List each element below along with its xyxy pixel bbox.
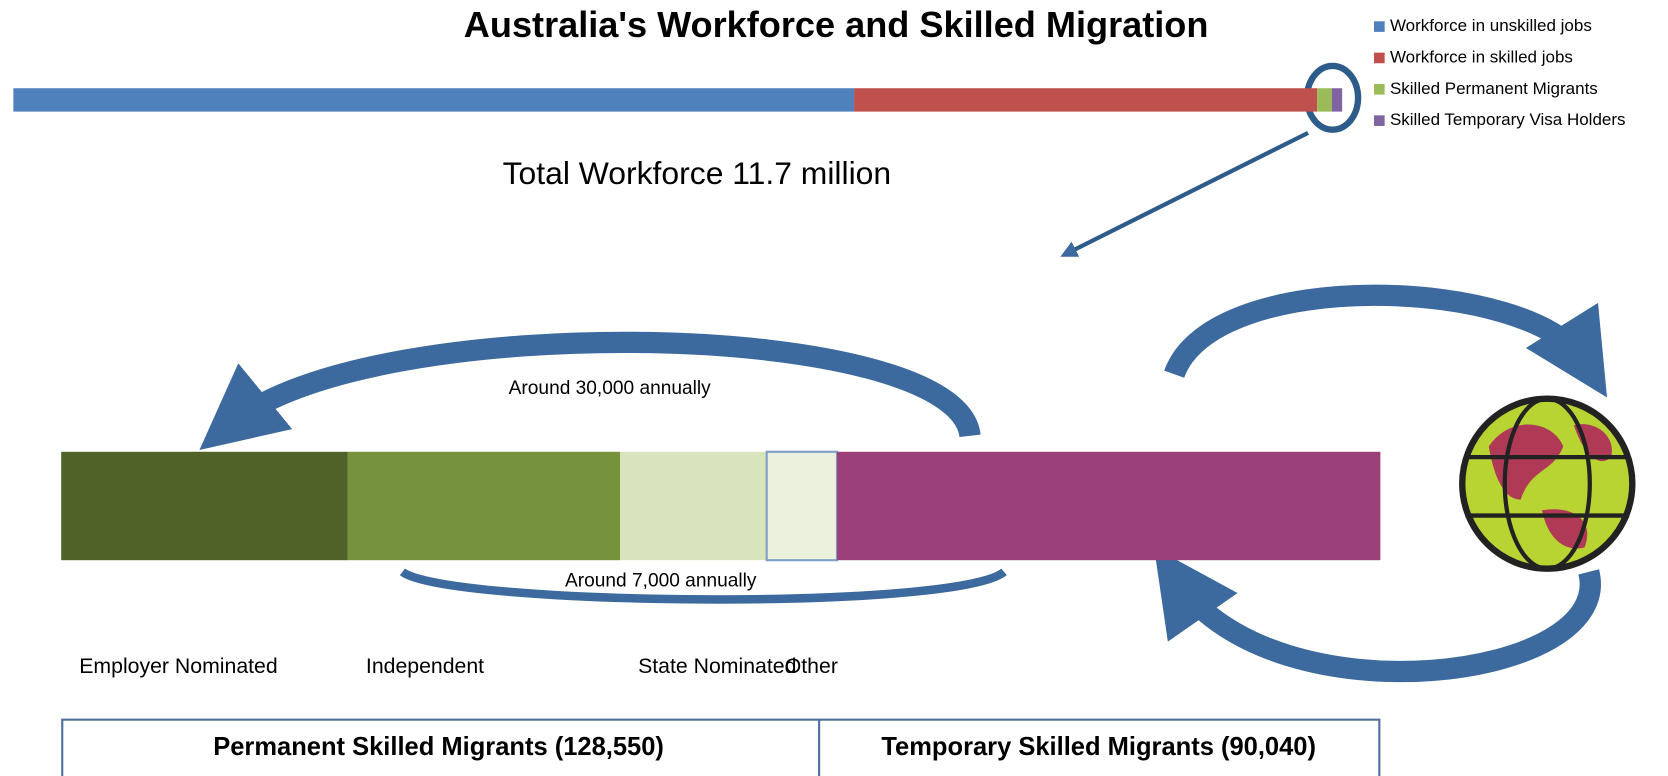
bar-segment bbox=[854, 88, 1317, 111]
pointer-arrow bbox=[1068, 133, 1308, 253]
group-label: Permanent Skilled Migrants (128,550) bbox=[213, 733, 664, 761]
chart-subtitle: Total Workforce 11.7 million bbox=[503, 155, 892, 191]
legend-label: Skilled Temporary Visa Holders bbox=[1390, 110, 1626, 129]
globe-icon bbox=[1462, 399, 1632, 569]
annotation: Around 30,000 annually bbox=[509, 378, 711, 399]
page: {"chart_data": [ {"type": "stacked-bar",… bbox=[0, 0, 1668, 776]
legend-swatch bbox=[1374, 21, 1385, 32]
bar-segment bbox=[767, 452, 837, 560]
bar-segment bbox=[1332, 88, 1342, 111]
category-label: Other bbox=[785, 654, 838, 678]
bar-segment bbox=[620, 452, 767, 560]
group-label: Temporary Skilled Migrants (90,040) bbox=[881, 733, 1316, 761]
curved-arrow bbox=[1174, 295, 1584, 374]
bar-segment bbox=[1317, 88, 1332, 111]
curved-arrow bbox=[1178, 572, 1590, 672]
category-label: Independent bbox=[366, 654, 484, 678]
legend-swatch bbox=[1374, 115, 1385, 126]
bar-segment bbox=[837, 452, 1380, 560]
chart: Australia's Workforce and Skilled Migrat… bbox=[0, 0, 1668, 776]
bar-segment bbox=[348, 452, 620, 560]
category-label: Employer Nominated bbox=[79, 654, 277, 678]
annotation: Around 7,000 annually bbox=[565, 571, 757, 592]
bar-segment bbox=[13, 88, 854, 111]
legend-label: Workforce in unskilled jobs bbox=[1390, 16, 1592, 35]
bar-segment bbox=[61, 452, 348, 560]
legend-swatch bbox=[1374, 84, 1385, 95]
category-label: State Nominated bbox=[638, 654, 796, 678]
chart-title: Australia's Workforce and Skilled Migrat… bbox=[464, 4, 1209, 45]
legend-label: Workforce in skilled jobs bbox=[1390, 47, 1573, 66]
legend-swatch bbox=[1374, 53, 1385, 64]
legend-label: Skilled Permanent Migrants bbox=[1390, 79, 1598, 98]
